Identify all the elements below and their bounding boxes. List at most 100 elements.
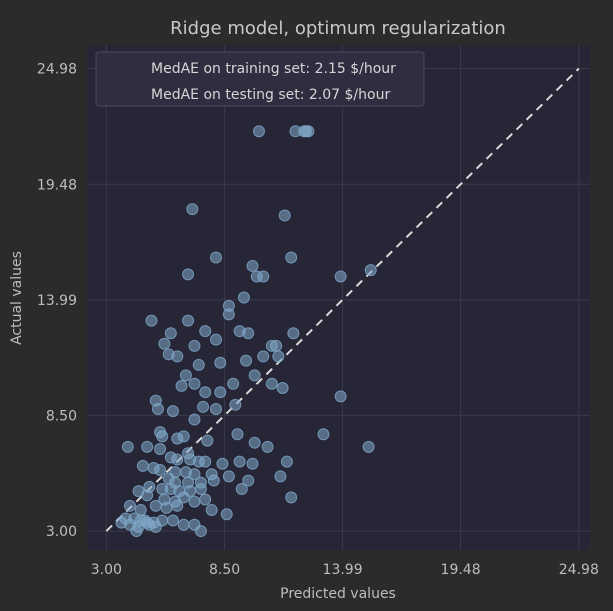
data-point	[179, 369, 192, 382]
data-point	[201, 434, 214, 447]
data-point	[123, 499, 136, 512]
legend: MedAE on training set: 2.15 $/hour MedAE…	[95, 51, 425, 107]
data-point	[121, 440, 134, 453]
data-point	[209, 333, 222, 346]
data-point	[317, 428, 330, 441]
data-point	[188, 495, 201, 508]
data-point	[274, 470, 287, 483]
x-tick-label: 13.99	[323, 562, 363, 578]
data-point	[280, 455, 293, 468]
data-point	[166, 514, 179, 527]
data-point	[222, 308, 235, 321]
data-point	[136, 459, 149, 472]
data-point	[235, 482, 248, 495]
data-point	[220, 508, 233, 521]
data-point	[158, 337, 171, 350]
data-point	[199, 325, 212, 338]
chart-title: Ridge model, optimum regularization	[170, 18, 506, 39]
data-point	[214, 386, 227, 399]
data-point	[151, 403, 164, 416]
reference-line	[105, 67, 580, 532]
data-point	[154, 443, 167, 455]
data-point	[177, 430, 190, 443]
data-point	[182, 314, 195, 327]
data-point	[160, 501, 173, 514]
y-axis-label: Actual values	[9, 251, 25, 345]
data-point	[257, 350, 270, 363]
data-point	[334, 270, 347, 283]
data-point	[362, 440, 375, 453]
legend-entry-training: MedAE on training set: 2.15 $/hour	[151, 61, 396, 77]
y-tick-labels: 3.00 8.50 13.99 19.48 24.98	[37, 62, 77, 540]
x-axis-label: Predicted values	[280, 586, 396, 602]
data-point	[272, 350, 285, 363]
data-point	[214, 356, 227, 369]
data-point	[171, 453, 184, 466]
x-tick-label: 19.48	[441, 562, 481, 578]
data-point	[231, 428, 244, 441]
data-point	[207, 474, 220, 487]
data-point	[154, 464, 167, 477]
data-point	[278, 209, 291, 222]
data-point	[242, 474, 255, 487]
data-point	[199, 493, 212, 506]
data-point	[177, 491, 190, 504]
data-point	[156, 430, 169, 443]
legend-entry-testing: MedAE on testing set: 2.07 $/hour	[151, 87, 390, 103]
data-point	[197, 400, 210, 413]
data-point	[182, 268, 195, 281]
data-point	[188, 339, 201, 352]
data-point	[227, 377, 240, 390]
data-point	[164, 327, 177, 340]
data-point	[188, 413, 201, 426]
data-point	[246, 259, 259, 272]
data-point	[233, 455, 246, 468]
x-tick-label: 24.98	[559, 562, 599, 578]
data-point	[248, 369, 261, 382]
x-tick-label: 8.50	[209, 562, 240, 578]
data-point	[242, 327, 255, 340]
data-point	[188, 377, 201, 390]
data-point	[246, 457, 259, 470]
data-point	[186, 203, 199, 216]
legend-box	[95, 51, 425, 107]
data-point	[194, 482, 207, 495]
data-point	[287, 327, 300, 340]
data-point	[229, 398, 242, 411]
y-tick-label: 24.98	[37, 62, 77, 78]
data-point	[240, 354, 253, 367]
data-point	[192, 358, 205, 371]
data-point	[285, 251, 298, 264]
y-tick-label: 19.48	[37, 177, 77, 193]
data-point	[364, 264, 377, 277]
data-point	[300, 125, 313, 138]
data-point	[237, 291, 250, 304]
data-point	[334, 390, 347, 403]
data-point	[216, 457, 229, 470]
plot-area	[87, 45, 590, 550]
data-point	[222, 470, 235, 483]
data-point	[130, 525, 143, 538]
data-point	[199, 386, 212, 399]
y-tick-label: 13.99	[37, 293, 77, 309]
y-tick-label: 3.00	[46, 524, 77, 540]
data-point	[141, 489, 154, 502]
data-point	[205, 504, 218, 517]
reference-line-group	[105, 67, 580, 532]
data-point	[171, 499, 184, 512]
data-point	[177, 518, 190, 531]
data-point	[209, 251, 222, 264]
data-point	[265, 377, 278, 390]
data-point	[252, 125, 265, 138]
data-point	[276, 381, 289, 394]
x-tick-label: 3.00	[91, 562, 122, 578]
data-point	[149, 499, 162, 512]
data-point	[199, 455, 212, 468]
data-point	[166, 405, 179, 418]
data-point	[141, 440, 154, 453]
data-point	[194, 525, 207, 538]
data-point	[145, 314, 158, 327]
y-tick-label: 8.50	[46, 408, 77, 424]
data-point	[209, 403, 222, 416]
data-points	[115, 125, 377, 538]
